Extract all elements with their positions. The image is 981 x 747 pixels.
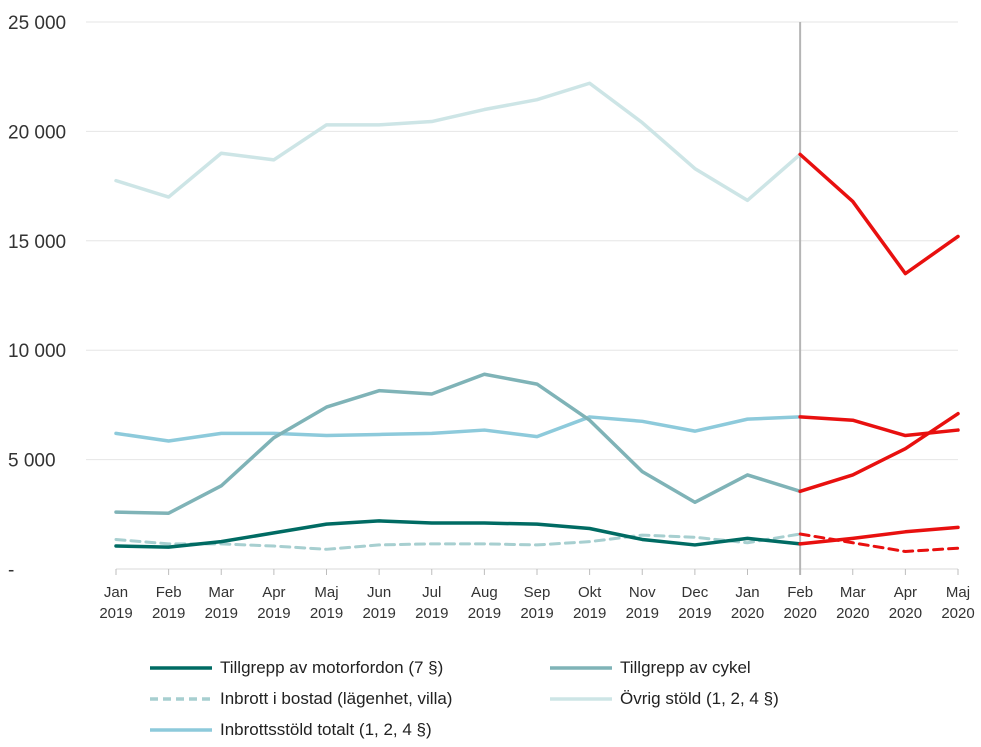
series-line-0	[114, 519, 802, 549]
x-tick-month-9: Okt	[578, 584, 602, 601]
x-tick-month-8: Sep	[524, 584, 551, 601]
x-tick-year-5: 2019	[362, 605, 395, 622]
series-line-3	[114, 81, 802, 203]
y-tick-label-5: 25 000	[8, 13, 66, 34]
x-tick-month-2: Mar	[208, 584, 234, 601]
x-tick-month-3: Apr	[262, 584, 285, 601]
x-tick-year-4: 2019	[310, 605, 343, 622]
legend-label: Inbrott i bostad (lägenhet, villa)	[220, 689, 453, 708]
legend-swatch	[150, 697, 212, 701]
x-tick-year-11: 2019	[678, 605, 711, 622]
x-tick-month-0: Jan	[104, 584, 128, 601]
x-tick-month-11: Dec	[682, 584, 709, 601]
y-tick-label-0: -	[8, 560, 14, 581]
legend-item: Tillgrepp av cykel	[548, 656, 751, 680]
series-line-highlight-0	[798, 525, 960, 546]
x-tick-year-8: 2019	[520, 605, 553, 622]
y-tick-label-2: 10 000	[8, 341, 66, 362]
x-tick-year-12: 2020	[731, 605, 764, 622]
x-tick-month-10: Nov	[629, 584, 656, 601]
x-tick-year-15: 2020	[889, 605, 922, 622]
x-tick-month-14: Mar	[840, 584, 866, 601]
x-tick-year-7: 2019	[468, 605, 501, 622]
y-tick-label-4: 20 000	[8, 122, 66, 143]
x-tick-month-6: Jul	[422, 584, 441, 601]
x-tick-month-15: Apr	[894, 584, 917, 601]
x-tick-year-2: 2019	[205, 605, 238, 622]
legend-item: Inbrott i bostad (lägenhet, villa)	[148, 687, 452, 711]
legend: Tillgrepp av motorfordon (7 §) Tillgrepp …	[148, 656, 908, 746]
x-tick-month-7: Aug	[471, 584, 498, 601]
x-tick-year-3: 2019	[257, 605, 290, 622]
legend-swatch	[550, 666, 612, 670]
series-line-highlight-4	[798, 415, 960, 438]
x-tick-month-4: Maj	[314, 584, 338, 601]
legend-swatch	[150, 728, 212, 732]
x-tick-month-5: Jun	[367, 584, 391, 601]
x-tick-month-16: Maj	[946, 584, 970, 601]
y-tick-label-1: 5 000	[8, 451, 56, 472]
legend-label: Tillgrepp av motorfordon (7 §)	[220, 658, 444, 677]
series-line-highlight-3	[798, 152, 960, 276]
x-tick-year-6: 2019	[415, 605, 448, 622]
series-line-2	[114, 532, 802, 551]
x-tick-year-13: 2020	[783, 605, 816, 622]
series-line-4	[114, 415, 802, 443]
x-tick-year-9: 2019	[573, 605, 606, 622]
x-tick-month-1: Feb	[156, 584, 182, 601]
x-tick-month-12: Jan	[735, 584, 759, 601]
legend-swatch	[550, 697, 612, 701]
x-tick-year-1: 2019	[152, 605, 185, 622]
legend-item: Tillgrepp av motorfordon (7 §)	[148, 656, 443, 680]
x-tick-year-14: 2020	[836, 605, 869, 622]
y-tick-label-3: 15 000	[8, 232, 66, 253]
legend-item: Inbrottsstöld totalt (1, 2, 4 §)	[148, 718, 432, 742]
chart-svg: - 5 000 10 000 15 000 20 000 25 000 Jan 2019 Feb…	[8, 13, 975, 622]
x-tick-year-16: 2020	[941, 605, 974, 622]
series-line-highlight-2	[798, 532, 960, 553]
legend-label: Tillgrepp av cykel	[620, 658, 751, 677]
series-line-1	[114, 372, 802, 515]
line-chart: - 5 000 10 000 15 000 20 000 25 000 Jan 2019 Feb…	[8, 13, 975, 622]
legend-label: Inbrottsstöld totalt (1, 2, 4 §)	[220, 720, 432, 739]
legend-swatch	[150, 666, 212, 670]
series-line-highlight-1	[798, 411, 960, 494]
legend-item: Övrig stöld (1, 2, 4 §)	[548, 687, 779, 711]
x-tick-month-13: Feb	[787, 584, 813, 601]
x-tick-year-0: 2019	[99, 605, 132, 622]
x-tick-year-10: 2019	[626, 605, 659, 622]
legend-label: Övrig stöld (1, 2, 4 §)	[620, 689, 779, 708]
